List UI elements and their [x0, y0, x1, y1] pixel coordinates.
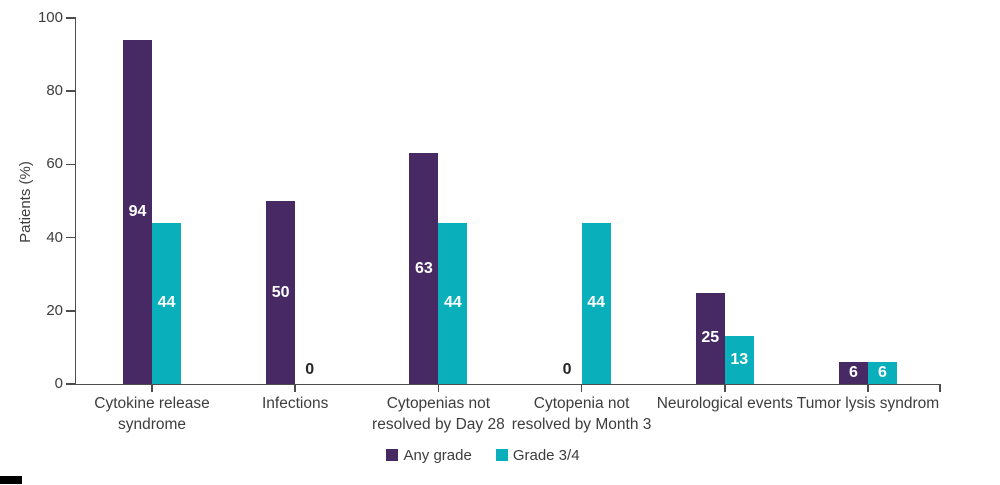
x-tick: [151, 384, 153, 392]
category-label-line: resolved by Day 28: [372, 416, 505, 433]
bar-value-label: 50: [271, 283, 290, 301]
x-tick: [939, 384, 941, 392]
legend-swatch-any-grade: [386, 449, 399, 461]
bar-value-label: 63: [414, 259, 433, 277]
x-tick: [437, 384, 440, 392]
bar-value-label: 44: [587, 294, 605, 312]
y-axis-title: Patients (%): [17, 161, 34, 243]
bar-value-label: 25: [701, 329, 720, 347]
x-tick: [867, 384, 869, 392]
x-tick: [294, 384, 296, 392]
bar-grade-3-4: [868, 362, 897, 384]
y-tick: [66, 17, 76, 19]
legend-label: Any grade: [403, 446, 472, 464]
bar-any-grade: [409, 153, 439, 384]
bar-grade-3-4: [438, 222, 468, 384]
category-label: Cytopenias not resolved by Day 28: [353, 393, 523, 435]
bar-any-grade: [839, 362, 868, 384]
category-label: Cytokine release syndrome: [67, 393, 237, 435]
category-label-line: resolved by Month 3: [511, 416, 652, 433]
bar-value-label: 6: [849, 364, 858, 382]
category-label: Infections: [210, 393, 380, 414]
category-label: Neurological events: [640, 393, 810, 414]
y-tick-label: 60: [46, 155, 63, 173]
bar-value-label: 0: [562, 361, 572, 378]
category-label: Tumor lysis syndrom: [783, 393, 953, 414]
bar-any-grade: [123, 39, 152, 384]
legend-item-grade-3-4: Grade 3/4: [495, 446, 580, 464]
category-label-line: Cytopenias not: [386, 395, 491, 412]
bottom-left-mark: [0, 476, 22, 484]
category-label-line: Cytokine release: [94, 395, 210, 412]
bar-value-label: 44: [157, 294, 176, 312]
x-tick: [580, 384, 583, 392]
bar-grade-3-4: [724, 336, 754, 384]
y-tick: [66, 90, 76, 92]
category-label-line: Tumor lysis syndrom: [796, 395, 940, 412]
y-tick: [66, 236, 76, 239]
category-label-line: Cytopenia not: [533, 395, 630, 412]
x-tick: [724, 384, 726, 392]
legend-item-any-grade: Any grade: [386, 446, 472, 464]
bar-value-label: 13: [730, 351, 749, 369]
y-tick: [66, 310, 76, 312]
x-axis-line: [66, 383, 940, 385]
bar-value-label: 44: [443, 294, 462, 312]
bar-value-label: 94: [128, 202, 147, 220]
y-tick: [66, 163, 76, 166]
bar-grade-3-4: [581, 222, 611, 384]
y-tick-label: 0: [54, 375, 63, 392]
bar-value-label: 0: [305, 361, 315, 378]
y-tick: [66, 383, 76, 385]
legend-swatch-grade-3-4: [495, 449, 508, 461]
category-label-line: syndrome: [117, 416, 187, 433]
bar-value-label: 6: [878, 364, 887, 382]
bar-any-grade: [266, 201, 296, 384]
y-tick-label: 100: [37, 9, 63, 26]
bar-any-grade: [695, 292, 725, 384]
bar-grade-3-4: [152, 222, 181, 384]
y-tick-label: 20: [46, 301, 63, 319]
category-label: Cytopenia not resolved by Month 3: [497, 393, 667, 435]
y-axis-line: [74, 17, 76, 384]
y-tick-label: 80: [46, 82, 63, 100]
legend: Any grade Grade 3/4: [0, 443, 966, 467]
category-label-line: Neurological events: [656, 395, 793, 412]
y-tick-label: 40: [46, 228, 63, 246]
category-label-line: Infections: [262, 395, 329, 412]
legend-label: Grade 3/4: [512, 446, 580, 464]
